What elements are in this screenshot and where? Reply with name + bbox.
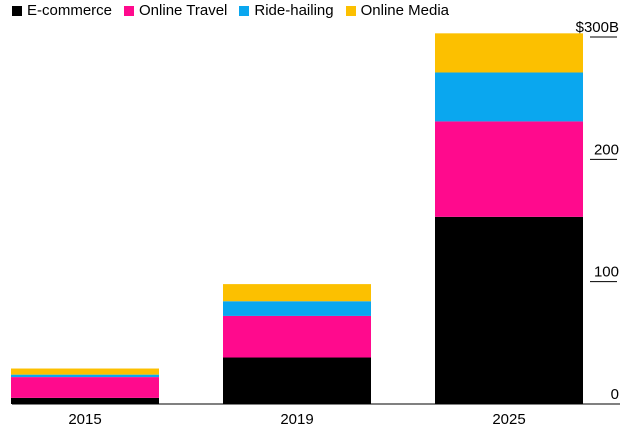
y-axis: 0 100 200 $300B [576,19,619,403]
bar-segment-online-media-2019 [223,284,371,302]
legend-label-e-commerce: E-commerce [27,2,113,19]
bar-segment-online-travel-2025 [435,121,583,217]
legend-item-online-media: Online Media [345,2,449,20]
x-axis: 2015 2019 2025 [12,403,620,428]
bar-segment-e-commerce-2015 [11,397,159,404]
bar-stack-2015 [11,368,159,404]
legend-item-e-commerce: E-commerce [12,2,112,20]
legend-swatch-ride-hailing [239,6,250,16]
bar-segment-e-commerce-2019 [223,357,371,404]
legend-item-ride-hailing: Ride-hailing [239,2,334,20]
y-tick-200: 200 [590,141,619,160]
x-tick-label-2019: 2019 [280,411,313,428]
bar-segment-ride-hailing-2015 [11,374,159,378]
y-tick-label-300b: $300B [576,19,619,36]
bar-stack-2019 [223,284,371,404]
bar-segment-ride-hailing-2019 [223,301,371,316]
legend-label-online-travel: Online Travel [139,2,228,19]
legend-swatch-online-travel [124,6,135,16]
bar-segment-e-commerce-2025 [435,216,583,404]
y-tick-label-200: 200 [594,141,619,158]
legend-item-online-travel: Online Travel [124,2,227,20]
bar-stack-2025 [435,33,583,404]
legend-swatch-e-commerce [12,6,22,16]
legend-swatch-online-media [345,6,356,16]
y-tick-0: 0 [611,386,619,403]
x-tick-label-2025: 2025 [492,411,525,428]
y-tick-100: 100 [590,264,619,283]
chart-legend: E-commerce Online Travel Ride-hailing On… [12,2,449,20]
bar-segment-online-travel-2015 [11,377,159,398]
bar-segment-online-travel-2019 [223,315,371,358]
bar-segment-online-media-2015 [11,368,159,375]
legend-label-online-media: Online Media [360,2,449,19]
bars-layer [11,33,583,404]
bar-segment-ride-hailing-2025 [435,72,583,122]
x-tick-label-2015: 2015 [68,411,101,428]
y-tick-300b: $300B [576,19,619,38]
y-tick-label-100: 100 [594,264,619,281]
legend-label-ride-hailing: Ride-hailing [254,2,334,19]
bar-segment-online-media-2025 [435,33,583,73]
y-tick-label-0: 0 [611,386,619,403]
